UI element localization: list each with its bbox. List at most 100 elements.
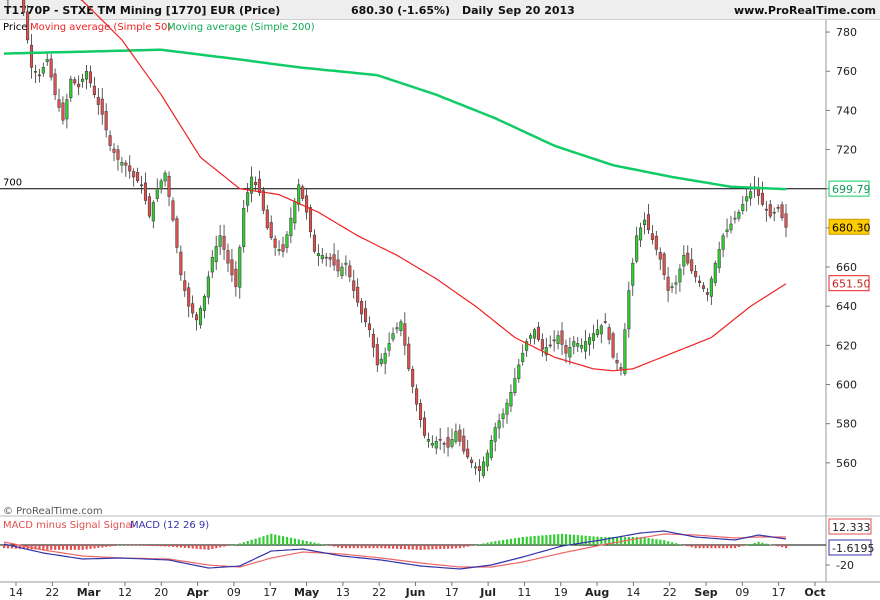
- candle-body: [352, 280, 356, 291]
- x-tick-label: 12: [118, 586, 132, 599]
- price-label-box: [828, 218, 870, 235]
- macd-hist-bar: [608, 537, 611, 545]
- macd-legend-hist: MACD minus Signal Signal: [3, 520, 135, 531]
- price-label: 651.50: [832, 278, 871, 291]
- macd-hist-bar: [85, 545, 88, 550]
- candle-body: [701, 285, 706, 289]
- macd-hist-bar: [494, 541, 497, 545]
- macd-hist-bar: [458, 545, 462, 549]
- macd-hist-bar: [427, 545, 430, 550]
- macd-hist-bar: [785, 545, 788, 549]
- candle-body: [340, 266, 344, 277]
- macd-hist-bar: [631, 537, 634, 545]
- macd-hist-bar: [706, 545, 709, 549]
- candle-body: [281, 244, 285, 252]
- candle-body: [631, 262, 635, 286]
- macd-hist-bar: [466, 545, 469, 547]
- candle-body: [568, 347, 572, 358]
- macd-hist-bar: [686, 545, 689, 547]
- macd-hist-bar: [580, 535, 583, 545]
- macd-hist-bar: [301, 540, 304, 545]
- candle-body: [171, 200, 175, 221]
- macd-hist-bar: [486, 542, 489, 545]
- candle-body: [81, 78, 85, 82]
- macd-hist-bar: [753, 542, 756, 545]
- macd-hist-bar: [714, 545, 717, 549]
- candle-body: [301, 186, 305, 199]
- price-plot-area: [0, 20, 826, 515]
- macd-hist-bar: [187, 545, 190, 549]
- macd-hist-bar: [203, 545, 206, 550]
- macd-hist-bar: [282, 536, 285, 545]
- macd-hist-bar: [22, 545, 25, 549]
- y-tick-label: 740: [836, 104, 857, 117]
- x-tick-label: Jul: [479, 586, 496, 599]
- macd-hist-bar: [435, 545, 438, 550]
- price-label: 699.79: [832, 183, 871, 196]
- candle-body: [261, 190, 265, 211]
- y-tick-label: 660: [836, 261, 857, 274]
- macd-hist-bar: [46, 545, 49, 550]
- candle-body: [65, 99, 69, 120]
- macd-hist-bar: [250, 539, 253, 545]
- candle-body: [273, 238, 277, 248]
- macd-hist-bar: [179, 545, 183, 548]
- macd-hist-bar: [89, 545, 92, 549]
- macd-hist-bar: [529, 536, 532, 545]
- candle-body: [705, 292, 709, 295]
- macd-hist-bar: [34, 545, 37, 550]
- candle-body: [316, 253, 320, 257]
- candle-body: [124, 162, 128, 166]
- candle-body: [505, 402, 509, 415]
- candle-body: [513, 378, 517, 394]
- macd-hist-bar: [65, 545, 69, 550]
- macd-hist-bar: [171, 545, 175, 547]
- legend-price: Price: [3, 22, 28, 33]
- macd-hist-bar: [509, 538, 513, 545]
- macd-hist-bar: [81, 545, 84, 550]
- macd-hist-bar: [226, 545, 230, 546]
- candle-body: [159, 180, 163, 190]
- macd-hist-bar: [588, 536, 591, 545]
- candle-body: [265, 209, 269, 229]
- macd-hist-bar: [431, 545, 434, 550]
- macd-hist-bar: [564, 534, 568, 545]
- macd-hist-bar: [164, 545, 167, 547]
- macd-hist-bar: [329, 545, 332, 546]
- macd-hist-bar: [93, 545, 96, 549]
- macd-hist-bar: [223, 545, 226, 547]
- candle-body: [678, 268, 682, 283]
- watermark: © ProRealTime.com: [3, 506, 103, 517]
- candle-body: [639, 227, 643, 241]
- macd-hist-bar: [541, 535, 544, 545]
- macd-hist-bar: [525, 536, 528, 545]
- candle-body: [242, 208, 246, 248]
- macd-hist-bar: [635, 537, 638, 545]
- y-tick-label: 560: [836, 457, 857, 470]
- candle-body: [556, 335, 560, 344]
- macd-hist-bar: [325, 545, 328, 546]
- candle-body: [603, 321, 607, 323]
- macd-hist-bar: [58, 545, 61, 550]
- macd-hist-bar: [710, 545, 713, 549]
- macd-hist-bar: [199, 545, 202, 550]
- ma200-line: [3, 48, 787, 191]
- macd-hist-bar: [348, 545, 352, 549]
- candle-body: [438, 439, 442, 441]
- candle-body: [379, 358, 383, 364]
- macd-value-label: 12.333: [832, 521, 871, 534]
- x-tick-label: Apr: [187, 586, 209, 599]
- candle-body: [33, 70, 37, 73]
- macd-hist-bar: [54, 545, 57, 550]
- macd-hist-bar: [183, 545, 186, 548]
- candle-body: [399, 321, 403, 331]
- candle-body: [776, 207, 780, 209]
- candle-body: [320, 255, 324, 260]
- candle-body: [635, 235, 639, 262]
- y-tick-label: 780: [836, 26, 857, 39]
- macd-hist-bar: [674, 543, 678, 545]
- candle-body: [772, 211, 776, 214]
- x-tick-label: 17: [445, 586, 459, 599]
- candle-body: [277, 249, 281, 251]
- macd-hist-bar: [745, 545, 748, 546]
